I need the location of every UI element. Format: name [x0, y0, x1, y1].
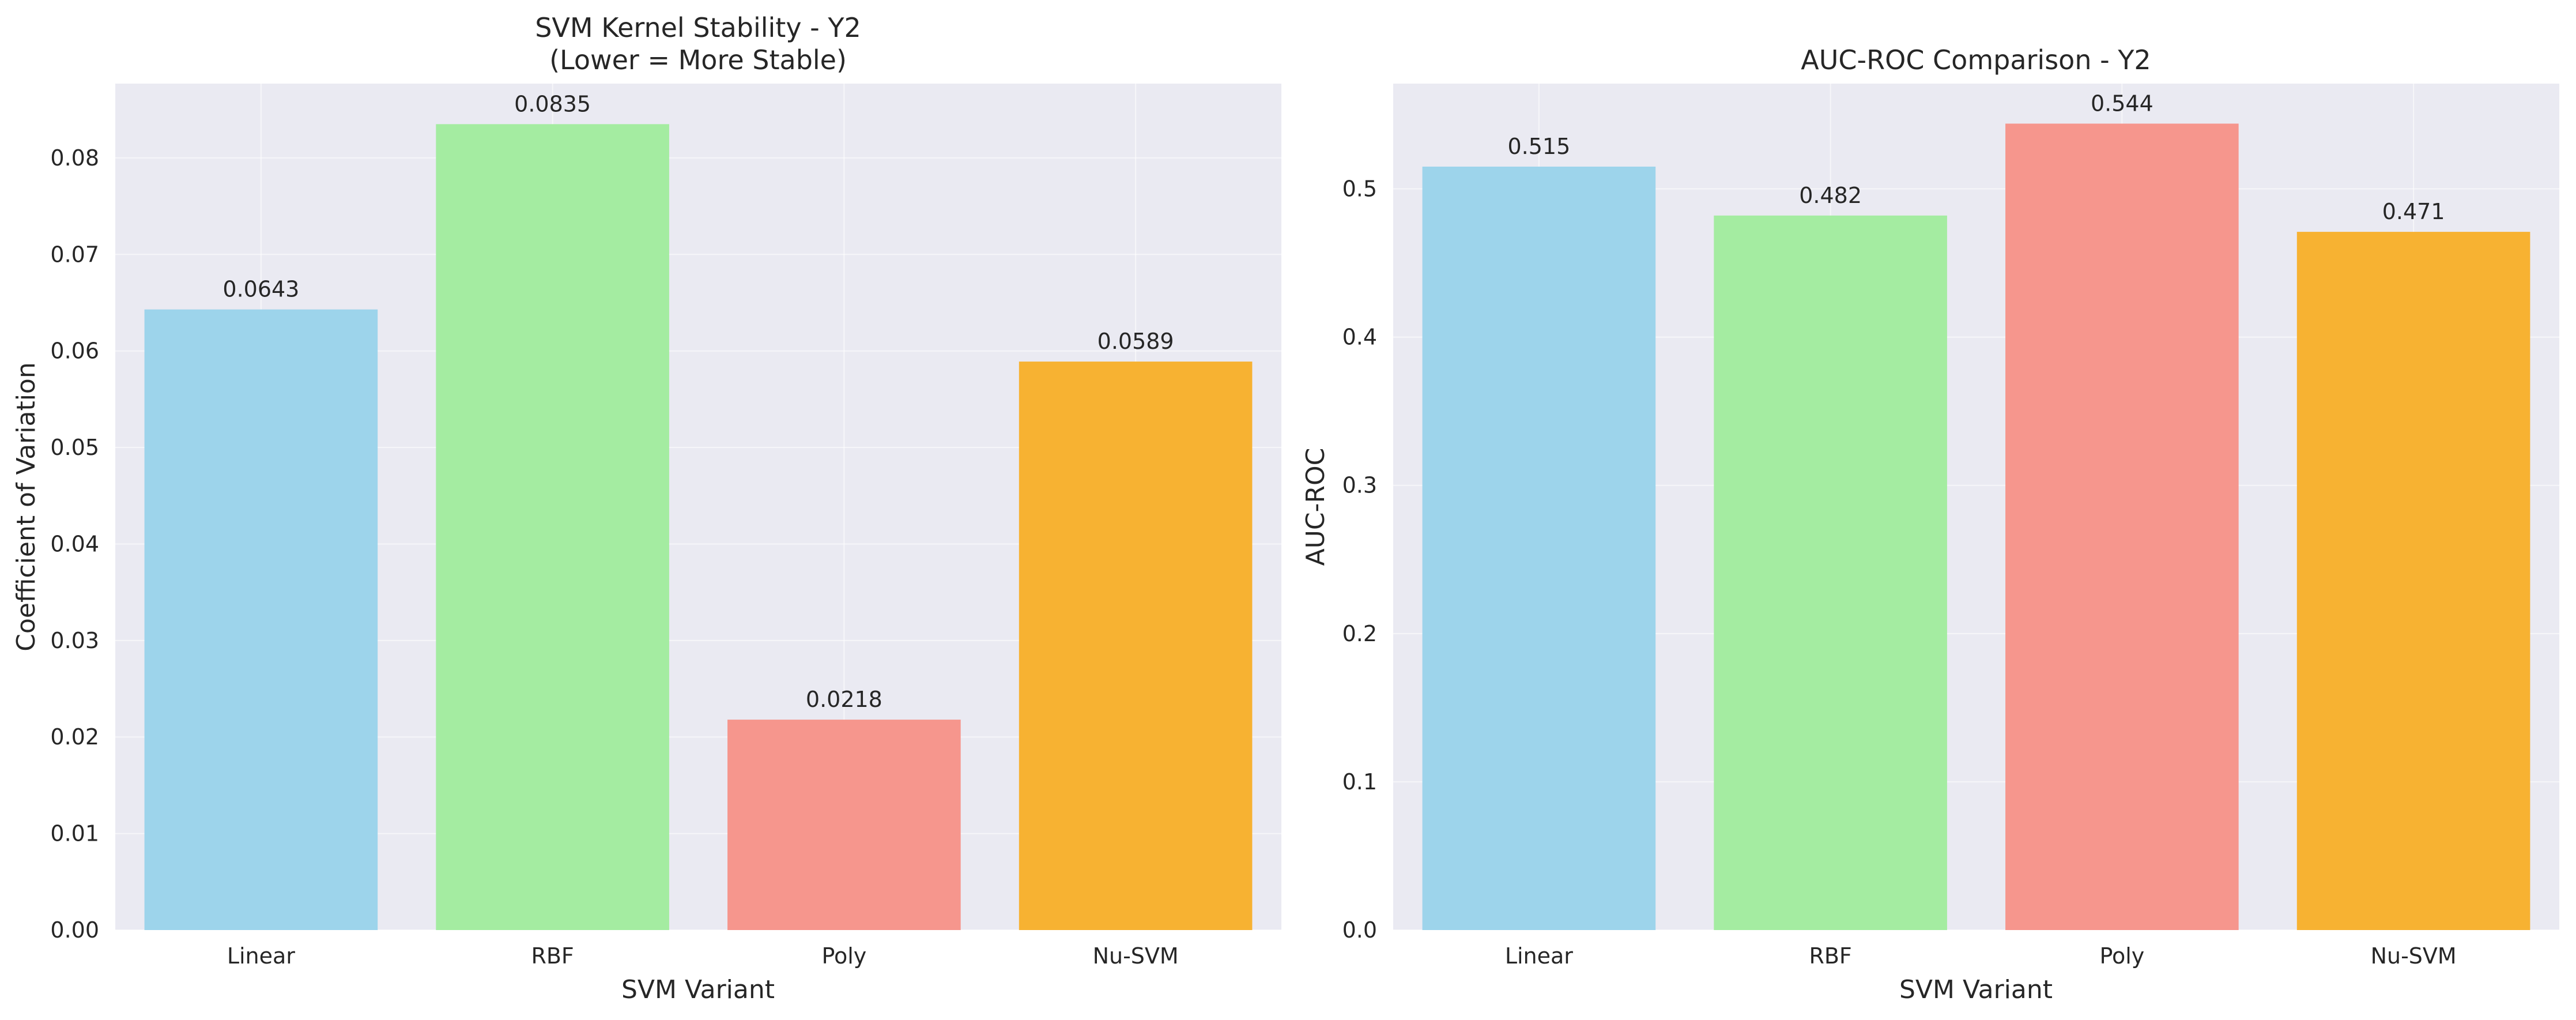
auc-roc-bar-rbf: [1714, 215, 1947, 930]
stability-chart-title-line1: SVM Kernel Stability - Y2: [535, 12, 861, 43]
stability-x-ticks: Linear RBF Poly Nu-SVM: [227, 943, 1179, 969]
stability-value-labels: 0.0643 0.0835 0.0218 0.0589: [222, 91, 1174, 712]
auc-roc-y-tick-label: 0.5: [1342, 176, 1377, 202]
stability-value-label-rbf: 0.0835: [514, 91, 591, 116]
stability-value-label-poly: 0.0218: [806, 687, 882, 712]
stability-x-tick-label-poly: Poly: [821, 943, 866, 969]
auc-roc-y-tick-label: 0.2: [1342, 621, 1377, 646]
stability-y-tick-label: 0.01: [50, 821, 99, 846]
auc-roc-bar-nu-svm: [2296, 232, 2530, 931]
stability-y-tick-label: 0.03: [50, 628, 99, 653]
auc-roc-bars: [1422, 123, 2530, 931]
auc-roc-bar-linear: [1422, 166, 1656, 931]
stability-y-ticks: 0.00 0.01 0.02 0.03 0.04 0.05 0.06 0.07 0.08: [50, 145, 99, 943]
auc-roc-x-tick-label-rbf: RBF: [1809, 943, 1851, 969]
stability-y-axis-label: Coefficient of Variation: [12, 362, 41, 651]
stability-bar-poly: [727, 720, 961, 930]
auc-roc-y-ticks: 0.0 0.1 0.2 0.3 0.4 0.5: [1342, 176, 1377, 943]
stability-y-tick-label: 0.08: [50, 145, 99, 171]
stability-y-tick-label: 0.07: [50, 242, 99, 267]
auc-roc-value-label-linear: 0.515: [1507, 134, 1570, 159]
auc-roc-y-tick-label: 0.4: [1342, 325, 1377, 350]
stability-x-axis-label: SVM Variant: [621, 975, 775, 1004]
stability-y-tick-label: 0.06: [50, 338, 99, 364]
auc-roc-x-tick-label-nu-svm: Nu-SVM: [2371, 943, 2457, 969]
auc-roc-value-label-rbf: 0.482: [1799, 183, 1862, 208]
auc-roc-y-axis-label: AUC-ROC: [1301, 448, 1330, 566]
stability-bar-nu-svm: [1019, 362, 1253, 930]
auc-roc-y-tick-label: 0.1: [1342, 769, 1377, 795]
auc-roc-x-ticks: Linear RBF Poly Nu-SVM: [1505, 943, 2457, 969]
stability-x-tick-label-rbf: RBF: [531, 943, 574, 969]
stability-x-tick-label-nu-svm: Nu-SVM: [1093, 943, 1179, 969]
stability-y-tick-label: 0.05: [50, 435, 99, 460]
stability-x-tick-label-linear: Linear: [227, 943, 295, 969]
stability-value-label-nu-svm: 0.0589: [1097, 329, 1174, 354]
auc-roc-x-tick-label-poly: Poly: [2099, 943, 2144, 969]
auc-roc-bar-poly: [2005, 123, 2239, 931]
stability-y-tick-label: 0.04: [50, 531, 99, 556]
stability-bar-linear: [144, 309, 378, 930]
stability-y-tick-label: 0.00: [50, 917, 99, 943]
auc-roc-value-label-nu-svm: 0.471: [2382, 199, 2445, 224]
stability-chart-title-line2: (Lower = More Stable): [549, 44, 847, 76]
auc-roc-x-axis-label: SVM Variant: [1899, 975, 2053, 1004]
auc-roc-y-tick-label: 0.3: [1342, 473, 1377, 498]
auc-roc-chart-title: AUC-ROC Comparison - Y2: [1801, 44, 2151, 76]
auc-roc-value-label-poly: 0.544: [2091, 91, 2153, 116]
auc-roc-x-tick-label-linear: Linear: [1505, 943, 1573, 969]
auc-roc-value-labels: 0.515 0.482 0.544 0.471: [1507, 91, 2445, 224]
stability-bar-rbf: [436, 124, 669, 930]
stability-value-label-linear: 0.0643: [222, 277, 299, 302]
stability-bars: [144, 124, 1253, 930]
auc-roc-y-tick-label: 0.0: [1342, 917, 1377, 943]
stability-y-tick-label: 0.02: [50, 724, 99, 750]
